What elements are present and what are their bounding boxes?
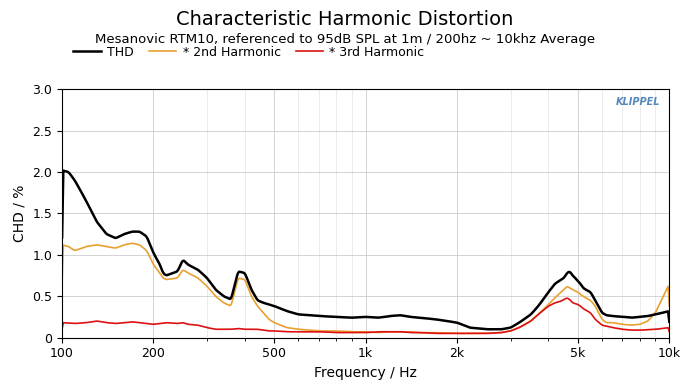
Text: Characteristic Harmonic Distortion: Characteristic Harmonic Distortion: [177, 10, 513, 29]
THD: [59, 168, 68, 173]
X-axis label: Frequency / Hz: Frequency / Hz: [314, 366, 417, 380]
* 3rd Harmonic: [563, 296, 571, 301]
Line: * 2nd Harmonic: * 2nd Harmonic: [62, 243, 669, 333]
THD: [475, 326, 484, 331]
THD: [121, 232, 129, 236]
THD: [665, 319, 673, 324]
* 3rd Harmonic: [543, 305, 551, 310]
* 3rd Harmonic: [304, 329, 312, 334]
* 2nd Harmonic: [544, 303, 552, 308]
THD: [533, 305, 541, 310]
* 2nd Harmonic: [128, 241, 136, 246]
Legend: THD, * 2nd Harmonic, * 3rd Harmonic: THD, * 2nd Harmonic, * 3rd Harmonic: [68, 41, 430, 64]
* 2nd Harmonic: [533, 314, 541, 318]
THD: [484, 327, 492, 332]
* 2nd Harmonic: [326, 329, 334, 333]
THD: [304, 313, 313, 317]
* 3rd Harmonic: [120, 320, 128, 325]
* 3rd Harmonic: [58, 326, 66, 331]
* 3rd Harmonic: [326, 330, 334, 334]
THD: [58, 235, 66, 240]
* 2nd Harmonic: [454, 331, 462, 336]
* 3rd Harmonic: [532, 314, 540, 319]
* 3rd Harmonic: [433, 331, 442, 336]
* 2nd Harmonic: [476, 331, 484, 336]
Line: THD: THD: [62, 171, 669, 329]
THD: [326, 314, 334, 319]
Text: KLIPPEL: KLIPPEL: [615, 97, 660, 107]
* 3rd Harmonic: [665, 329, 673, 334]
THD: [544, 291, 552, 295]
Y-axis label: CHD / %: CHD / %: [13, 185, 27, 242]
* 2nd Harmonic: [665, 304, 673, 308]
* 3rd Harmonic: [475, 331, 484, 336]
* 2nd Harmonic: [304, 328, 313, 333]
Line: * 3rd Harmonic: * 3rd Harmonic: [62, 298, 669, 333]
* 2nd Harmonic: [58, 280, 66, 284]
* 2nd Harmonic: [120, 242, 128, 247]
Text: Mesanovic RTM10, referenced to 95dB SPL at 1m / 200hz ~ 10khz Average: Mesanovic RTM10, referenced to 95dB SPL …: [95, 33, 595, 46]
